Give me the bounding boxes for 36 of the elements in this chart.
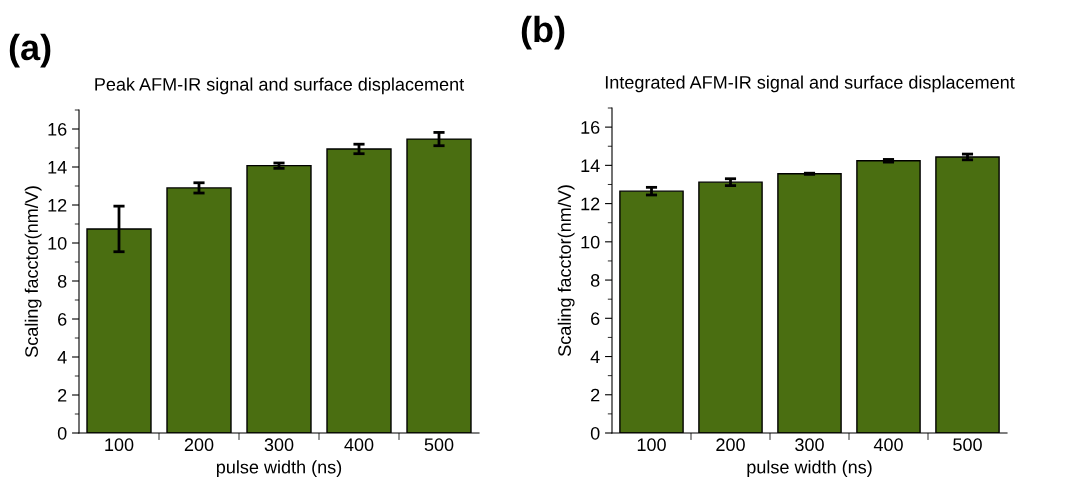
y-tick-label: 2 bbox=[591, 388, 600, 402]
x-tick-label: 400 bbox=[344, 438, 374, 452]
y-tick-label: 10 bbox=[48, 236, 67, 250]
y-tick-label: 8 bbox=[57, 274, 67, 288]
y-tick-label: 4 bbox=[590, 350, 600, 364]
y-tick-label: 4 bbox=[57, 351, 67, 364]
y-axis-title: Scaling facctor(nm/V) bbox=[24, 186, 42, 357]
y-tick-label: 10 bbox=[581, 235, 600, 249]
x-tick-label: 300 bbox=[795, 438, 824, 452]
y-tick-label: 12 bbox=[48, 198, 67, 212]
x-tick-label: 300 bbox=[264, 438, 294, 452]
y-axis-title: Scaling facctor(nm/V) bbox=[557, 185, 575, 356]
y-tick-label: 14 bbox=[48, 161, 67, 174]
x-tick-label: 200 bbox=[184, 438, 214, 452]
x-tick-label: 500 bbox=[953, 438, 982, 452]
x-axis-title: pulse width (ns) bbox=[747, 460, 872, 478]
x-tick-label: 100 bbox=[105, 438, 134, 452]
y-tick-label: 2 bbox=[58, 388, 67, 402]
text: (a) bbox=[9, 33, 51, 68]
x-tick-label: 400 bbox=[873, 438, 903, 452]
text: (b) bbox=[521, 15, 565, 50]
y-tick-label: 14 bbox=[581, 159, 600, 172]
x-tick-label: 100 bbox=[637, 438, 666, 452]
y-tick-label: 0 bbox=[590, 426, 600, 440]
y-tick-label: 0 bbox=[57, 426, 67, 440]
x-tick-label: 200 bbox=[716, 438, 745, 452]
y-tick-label: 12 bbox=[581, 197, 600, 211]
x-axis-title: pulse width (ns) bbox=[216, 460, 342, 478]
x-tick-label: 500 bbox=[424, 438, 454, 452]
y-tick-label: 8 bbox=[590, 273, 600, 287]
y-tick-label: 6 bbox=[591, 312, 600, 326]
y-tick-label: 16 bbox=[581, 121, 600, 134]
chart-title: Integrated AFM-IR signal and surface displacement bbox=[605, 75, 1015, 93]
y-tick-label: 16 bbox=[48, 122, 67, 136]
y-tick-label: 6 bbox=[58, 312, 67, 326]
chart-title: Peak AFM-IR signal and surface displacement bbox=[95, 77, 465, 95]
